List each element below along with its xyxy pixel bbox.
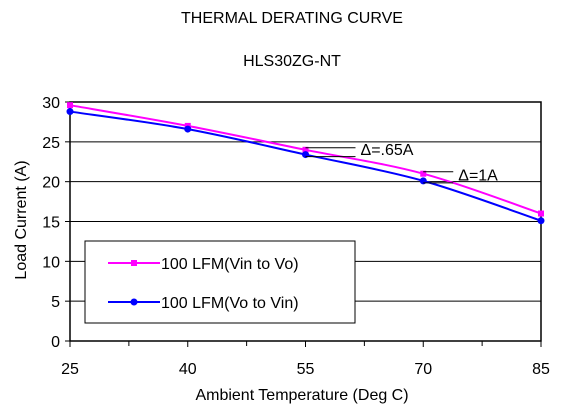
legend-label-1: 100 LFM(Vin to Vo)	[161, 256, 299, 273]
series-1	[67, 102, 544, 217]
data-point	[537, 217, 545, 225]
legend: 100 LFM(Vin to Vo) 100 LFM(Vo to Vin)	[84, 240, 356, 324]
legend-swatch-marker-2	[130, 298, 138, 306]
series-line	[69, 110, 542, 222]
data-point	[302, 146, 309, 153]
y-tick-label: 25	[42, 135, 60, 152]
y-tick-label: 30	[42, 95, 60, 112]
series-2	[66, 108, 545, 225]
chart-subtitle: HLS30ZG-NT	[243, 53, 341, 70]
delta-label: Δ=.65A	[361, 142, 414, 159]
y-axis-ticks: 0 5 10 15 20 25 30	[42, 95, 70, 351]
legend-label-2: 100 LFM(Vo to Vin)	[161, 295, 299, 312]
chart-title: THERMAL DERATING CURVE	[181, 10, 403, 27]
y-tick-label: 0	[51, 334, 60, 351]
data-point	[538, 210, 544, 217]
y-tick-label: 10	[42, 254, 60, 271]
delta-annotation-2: Δ=1A	[423, 167, 498, 184]
x-axis-ticks: 25 40 55 70 85	[61, 341, 550, 378]
x-tick-label: 70	[414, 361, 432, 378]
delta-annotation-1: Δ=.65A	[305, 142, 414, 159]
delta-annotations: Δ=.65A Δ=1A	[305, 142, 498, 184]
data-point	[66, 108, 74, 116]
x-axis-label: Ambient Temperature (Deg C)	[195, 387, 408, 404]
x-tick-label: 25	[61, 361, 79, 378]
x-tick-label: 85	[532, 361, 550, 378]
data-point	[420, 170, 427, 177]
x-tick-label: 55	[297, 361, 315, 378]
y-tick-label: 5	[51, 294, 60, 311]
y-axis-label: Load Current (A)	[13, 160, 30, 279]
y-tick-label: 15	[42, 215, 60, 232]
data-point	[67, 102, 73, 109]
legend-swatch-marker-1	[131, 260, 137, 266]
series-layer	[66, 102, 545, 225]
x-tick-label: 40	[179, 361, 197, 378]
delta-label: Δ=1A	[458, 167, 498, 184]
data-point	[184, 125, 192, 133]
y-tick-label: 20	[42, 175, 60, 192]
legend-box	[84, 240, 356, 324]
